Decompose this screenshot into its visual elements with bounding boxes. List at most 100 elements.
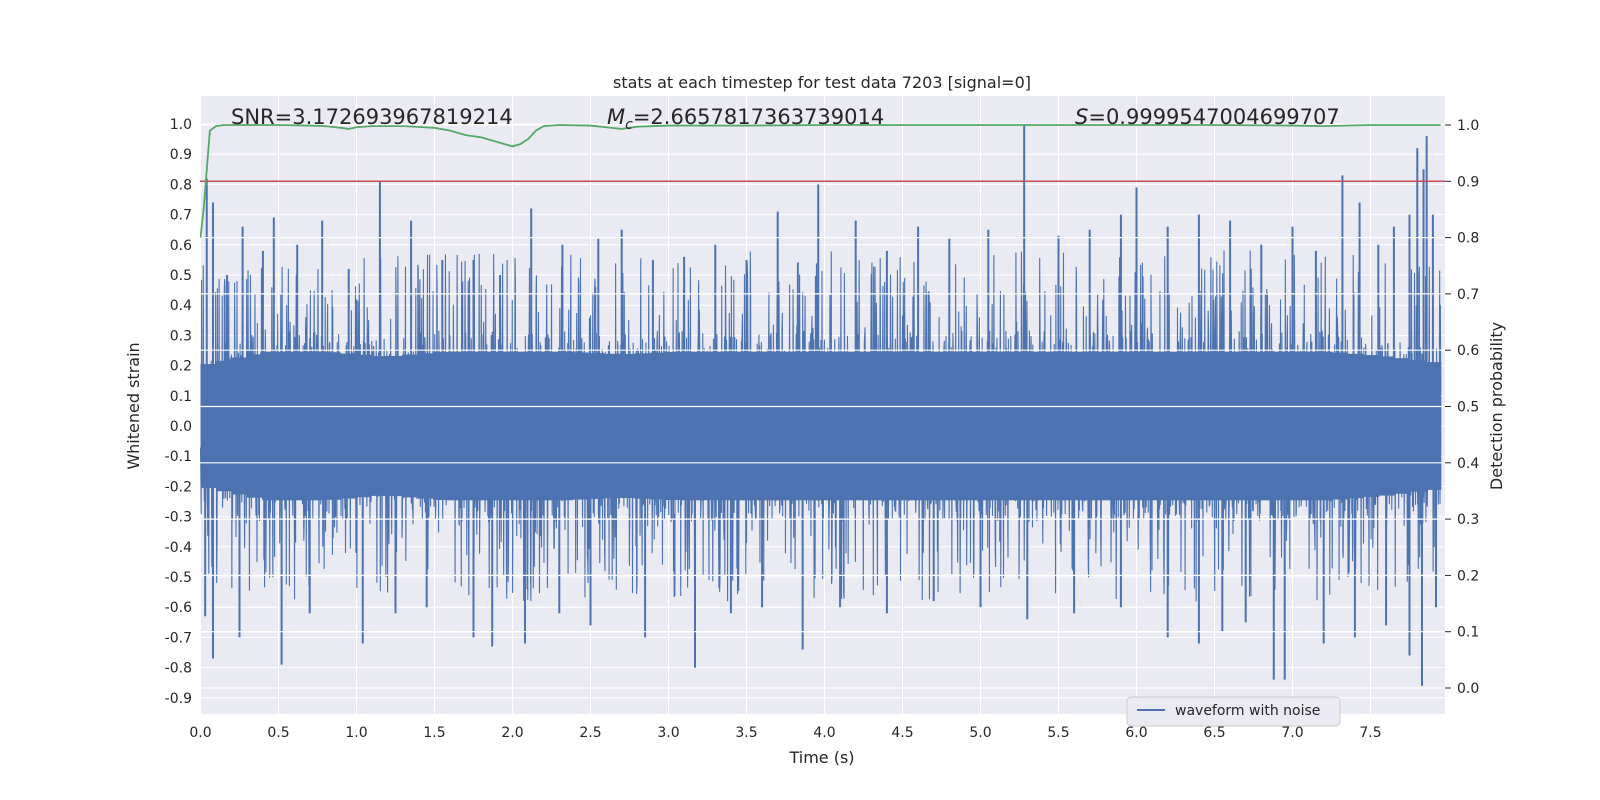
waveform-band-segment <box>665 352 682 500</box>
waveform-band-segment <box>1177 351 1194 501</box>
waveform-band-segment <box>588 353 605 499</box>
y2-tick-label: 0.1 <box>1457 625 1479 641</box>
waveform-band-segment <box>1254 351 1271 501</box>
x-tick-label: 1.0 <box>345 725 367 741</box>
waveform-band-segment <box>929 351 946 501</box>
waveform-band-segment <box>1037 351 1054 501</box>
waveform-band-segment <box>1270 351 1287 501</box>
waveform-band-segment <box>820 351 837 501</box>
waveform-band-segment <box>526 351 543 501</box>
y-tick-label: -0.2 <box>165 479 192 495</box>
y-tick-label: -0.6 <box>165 600 192 616</box>
y-tick-label: -0.5 <box>165 570 192 586</box>
x-tick-label: 0.5 <box>267 725 289 741</box>
x-tick-label: 5.0 <box>969 725 991 741</box>
waveform-band-segment <box>898 351 915 501</box>
y-axis-label: Whitened strain <box>124 342 143 469</box>
y-tick-label: 0.4 <box>170 298 192 314</box>
detection-probability-line <box>200 124 1441 238</box>
x-tick-label: 6.0 <box>1125 725 1147 741</box>
legend-box <box>1126 696 1341 727</box>
waveform-band-segment <box>603 353 620 499</box>
waveform-band-segment <box>262 351 279 501</box>
y2-tick-label: 1.0 <box>1457 118 1479 134</box>
y-tick-label: 0.8 <box>170 177 192 193</box>
y-tick-label: 0.9 <box>170 147 192 163</box>
x-tick-label: 2.0 <box>501 725 523 741</box>
waveform-band-segment <box>231 357 248 495</box>
waveform-band-segment <box>216 360 233 492</box>
waveform-band-segment <box>1347 353 1364 499</box>
x-tick-label: 7.5 <box>1359 725 1381 741</box>
waveform-band-segment <box>1409 360 1426 492</box>
snr-annotation: SNR=3.172693967819214 <box>231 105 513 129</box>
y2-tick-label: 0.0 <box>1457 681 1479 697</box>
waveform-band-segment <box>1425 362 1442 490</box>
y-tick-label: -0.9 <box>165 691 192 707</box>
y-tick-label: 0.3 <box>170 328 192 344</box>
waveform-band-segment <box>1084 351 1101 501</box>
x-tick-label: 1.5 <box>423 725 445 741</box>
y-tick-label: -0.1 <box>165 449 192 465</box>
legend: waveform with noise <box>1126 696 1341 727</box>
waveform-band-segment <box>402 354 419 498</box>
waveform-band-segment <box>836 351 853 501</box>
waveform-band-segment <box>309 351 326 501</box>
waveform-band-segment <box>433 352 450 500</box>
y-tick-label: 0.1 <box>170 389 192 405</box>
waveform-band-segment <box>371 356 388 496</box>
waveform-band-segment <box>510 351 527 501</box>
waveform-band-segment <box>541 351 558 501</box>
x-tick-label: 6.5 <box>1203 725 1225 741</box>
waveform-band-segment <box>712 351 729 501</box>
y-tick-label: -0.7 <box>165 630 192 646</box>
waveform-band-segment <box>681 351 698 501</box>
waveform-band-segment <box>1115 351 1132 501</box>
y2-tick-label: 0.9 <box>1457 174 1479 190</box>
waveform-band-segment <box>789 351 806 501</box>
waveform-band-segment <box>650 352 667 500</box>
waveform-band-segment <box>758 351 775 501</box>
waveform-band-segment <box>355 354 372 498</box>
waveform-band-segment <box>619 353 636 499</box>
x-tick-label: 3.0 <box>657 725 679 741</box>
x-tick-label: 4.0 <box>813 725 835 741</box>
mc-value: =2.6657817363739014 <box>633 105 884 129</box>
waveform-band-segment <box>1130 351 1147 501</box>
waveform-band-segment <box>634 353 651 499</box>
waveform-band-segment <box>495 351 512 501</box>
y2-tick-label: 0.4 <box>1457 456 1479 472</box>
waveform-band-segment <box>882 351 899 501</box>
waveform-band-segment <box>944 351 961 501</box>
waveform-band-segment <box>1332 352 1349 500</box>
waveform-band-segment <box>1394 358 1411 494</box>
x-tick-label: 7.0 <box>1281 725 1303 741</box>
waveform-band-segment <box>1006 351 1023 501</box>
waveform-band-segment <box>913 351 930 501</box>
x-tick-label: 5.5 <box>1047 725 1069 741</box>
y2-tick-label: 0.6 <box>1457 343 1479 359</box>
waveform-band-segment <box>293 351 310 501</box>
waveform-band-segment <box>340 353 357 499</box>
y-tick-label: 1.0 <box>170 117 192 133</box>
waveform-band-segment <box>1022 351 1039 501</box>
y2-tick-label: 0.8 <box>1457 231 1479 247</box>
waveform-band-segment <box>743 351 760 501</box>
waveform-band-segment <box>867 351 884 501</box>
waveform-band-segment <box>572 352 589 500</box>
x-tick-label: 3.5 <box>735 725 757 741</box>
x-tick-label: 4.5 <box>891 725 913 741</box>
waveform-band-segment <box>1285 351 1302 501</box>
waveform-band-segment <box>696 351 713 501</box>
s-value: =0.9999547004699707 <box>1088 105 1339 129</box>
waveform-band-segment <box>1161 351 1178 501</box>
mc-symbol: M <box>607 105 625 129</box>
waveform-band-segment <box>324 352 341 500</box>
waveform-band-segment <box>805 351 822 501</box>
y2-tick-label: 0.2 <box>1457 568 1479 584</box>
waveform-band-segment <box>774 351 791 501</box>
x-tick-label: 2.5 <box>579 725 601 741</box>
mc-subscript: c <box>625 117 633 133</box>
waveform-band-segment <box>386 355 403 497</box>
waveform-band-segment <box>247 354 264 498</box>
